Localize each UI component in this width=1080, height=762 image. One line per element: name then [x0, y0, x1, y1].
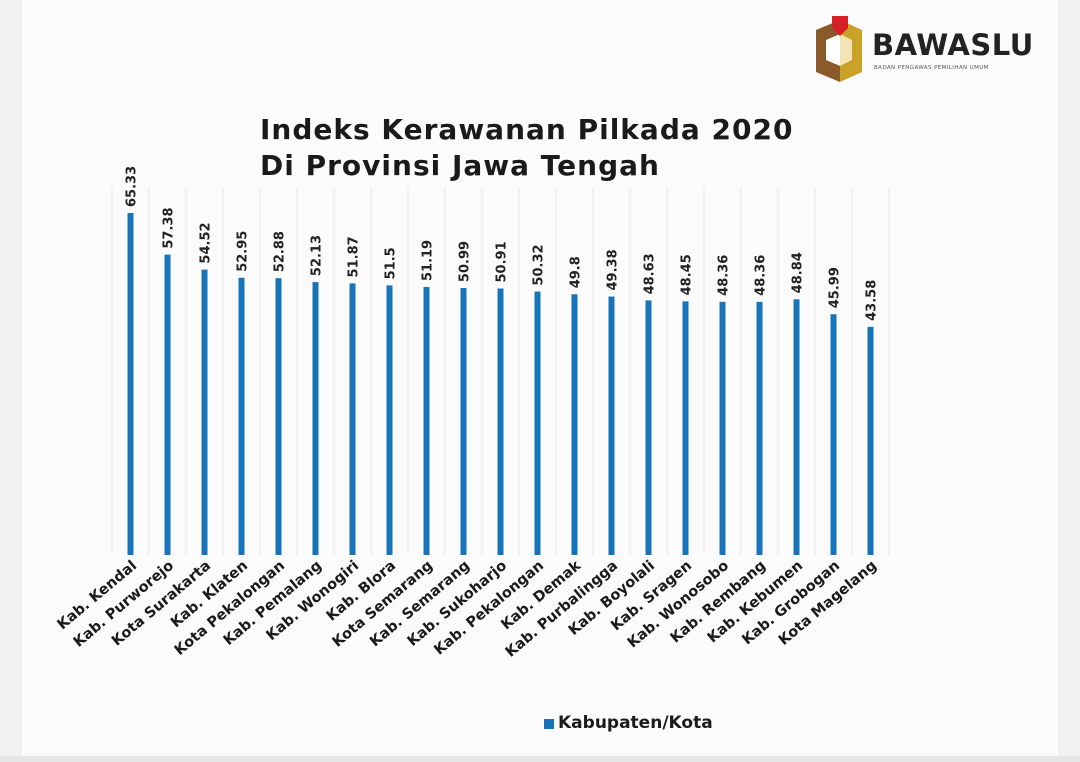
legend-label: Kabupaten/Kota — [558, 713, 713, 733]
value-label: 50.99 — [458, 241, 473, 282]
logo-name: BAWASLU — [872, 28, 1034, 62]
bar — [867, 326, 874, 555]
bar — [386, 285, 393, 555]
legend-swatch — [544, 719, 554, 729]
logo-subtitle: BADAN PENGAWAS PEMILIHAN UMUM — [874, 65, 989, 71]
value-label: 48.63 — [643, 253, 658, 294]
bar — [460, 288, 467, 555]
value-label: 50.32 — [532, 244, 547, 285]
bar — [719, 301, 726, 555]
bar — [534, 291, 541, 555]
bar — [275, 278, 282, 555]
bar — [571, 294, 578, 555]
bar — [423, 287, 430, 555]
right-border — [1058, 0, 1080, 762]
value-label: 57.38 — [162, 207, 177, 248]
bar — [756, 301, 763, 555]
value-label: 51.87 — [347, 236, 362, 277]
chart-title-line-1: Indeks Kerawanan Pilkada 2020 — [260, 113, 794, 146]
bar — [349, 283, 356, 555]
bar — [608, 296, 615, 555]
value-label: 48.36 — [754, 255, 769, 296]
value-label: 52.95 — [236, 231, 251, 272]
value-label: 51.5 — [384, 247, 399, 279]
bar — [497, 288, 504, 555]
value-label: 54.52 — [199, 222, 214, 263]
bar — [127, 213, 134, 555]
value-label: 48.36 — [717, 255, 732, 296]
bar — [164, 254, 171, 556]
value-label: 43.58 — [865, 280, 880, 321]
value-label: 65.33 — [125, 166, 140, 207]
bar — [238, 277, 245, 555]
value-label: 49.38 — [606, 249, 621, 290]
bar — [312, 282, 319, 555]
bar — [793, 299, 800, 555]
value-label: 45.99 — [828, 267, 843, 308]
bar — [645, 300, 652, 555]
bar — [830, 314, 837, 555]
bottom-border — [0, 756, 1080, 762]
value-label: 50.91 — [495, 241, 510, 282]
value-label: 52.13 — [310, 235, 325, 276]
bar — [201, 269, 208, 555]
bar — [682, 301, 689, 555]
value-label: 48.84 — [791, 252, 806, 293]
left-border — [0, 0, 22, 762]
bawaslu-logo: BAWASLU BADAN PENGAWAS PEMILIHAN UMUM — [812, 14, 1033, 86]
chart-title: Indeks Kerawanan Pilkada 2020 Di Provins… — [260, 112, 793, 184]
value-label: 49.8 — [569, 256, 584, 288]
bawaslu-emblem-icon — [816, 16, 862, 82]
value-label: 52.88 — [273, 231, 288, 272]
value-label: 48.45 — [680, 254, 695, 295]
chart-title-line-2: Di Provinsi Jawa Tengah — [260, 149, 660, 182]
value-label: 51.19 — [421, 240, 436, 281]
